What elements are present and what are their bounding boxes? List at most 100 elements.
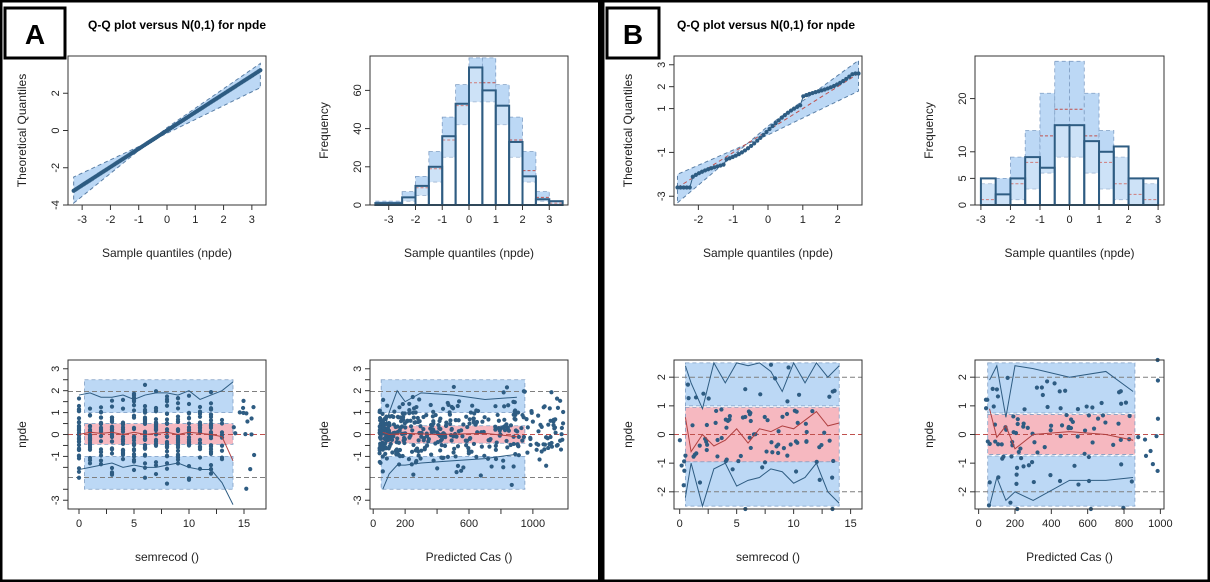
vpc-point [471,420,477,425]
x-tick-label: -2 [693,214,703,226]
x-tick-label: 10 [788,518,800,530]
vpc-point [536,429,541,434]
vpc-point [553,417,558,422]
y-tick-label: -1 [957,458,969,468]
vpc-point [175,438,181,443]
vpc-point [701,391,706,396]
qq-line-segment [799,96,804,106]
vpc-point [1039,385,1044,390]
vpc-point [471,441,477,447]
qq-line-segment [100,172,103,174]
vpc-point [493,427,498,432]
vpc-point [142,461,148,466]
vpc-point [991,404,996,409]
vpc-point [1057,389,1062,394]
vpc-point [413,420,418,425]
vpc-point [508,423,514,428]
vpc-point [87,443,93,449]
hist-bar [1112,145,1130,206]
qq-line-segment [206,103,209,106]
y-tick-label: 0 [957,202,969,208]
vpc-point [389,413,395,419]
hist-bar [1142,177,1160,206]
x-axis-label: Sample quantiles (npde) [703,246,833,260]
vpc-point [142,453,148,458]
vpc-point [1129,479,1134,484]
vpc-point [1136,435,1141,440]
vpc-point [452,446,457,451]
qq-line-segment [191,113,194,116]
vpc-point [426,437,431,442]
vpc-point [175,428,181,434]
hist-bar [979,177,997,206]
vpc-point [208,390,214,395]
vpc-point [1005,375,1010,380]
vpc-point [411,415,416,420]
vpc-point [164,454,170,459]
hist-bar [481,89,497,206]
vpc-point [142,475,148,480]
qq-line-segment [225,91,228,93]
qq-line-segment [806,93,810,96]
qq-line-segment [227,90,230,92]
x-tick-label: 1 [493,214,499,226]
vpc-point [380,454,385,459]
qq-line-segment [181,119,184,122]
vpc-point [416,438,421,443]
vpc-point [1009,454,1014,459]
panel-a-letter-box [3,6,67,60]
vpc-point [153,460,159,465]
vpc-point [402,437,407,442]
qq-line-segment [158,134,161,137]
plot-a-qq: -3 -2 -1 0 1 2 3 -4 -2 0 2 Sample quantiles (npde) T… [15,55,267,260]
vpc-point [508,442,513,448]
vpc-point [197,414,203,419]
y-tick-label: 1 [352,410,364,416]
qq-line-segment [849,73,853,78]
vpc-point [512,416,517,421]
qq-line-segment [763,131,767,136]
qq-line-segment [772,122,777,127]
vpc-point [525,450,530,455]
x-tick-label: 1 [800,214,806,226]
hist-bar [534,198,551,206]
vpc-point [529,410,534,415]
vpc-point [153,422,159,427]
qq-line-segment [239,81,242,84]
vpc-point [411,442,416,448]
qq-line-segment [89,179,92,182]
vpc-point [1082,451,1087,456]
vpc-point [1048,473,1053,478]
vpc-point [120,422,126,427]
y-tick-label: 2 [50,388,62,394]
qq-line-segment [236,84,239,86]
vpc-point [456,399,462,404]
vpc-observed-median-line [684,410,840,454]
vpc-point [208,471,214,476]
vpc-point [541,442,546,447]
vpc-point [542,404,547,409]
hist-bar [401,196,417,207]
vpc-point [241,410,246,415]
qq-line-segment [735,153,740,157]
vpc-point [793,439,799,444]
qq-line-segment [178,121,181,124]
qq-line-segment [85,181,89,184]
hist-bar [1083,140,1101,206]
vpc-point [558,447,564,452]
qq-line-segment [692,174,697,178]
vpc-point [1148,448,1153,454]
vpc-point [153,471,159,477]
x-tick-label: 10 [183,518,195,530]
vpc-point [534,441,539,446]
x-tick-label: 400 [1042,518,1060,530]
vpc-point [410,410,416,415]
qq-line-segment [120,158,123,161]
vpc-point [1143,453,1149,458]
qq-line-segment [136,148,139,151]
vpc-point [765,418,770,423]
vpc-point [487,444,492,449]
vpc-point [76,431,82,436]
qq-line-segment [137,147,140,150]
vpc-point [471,416,476,421]
